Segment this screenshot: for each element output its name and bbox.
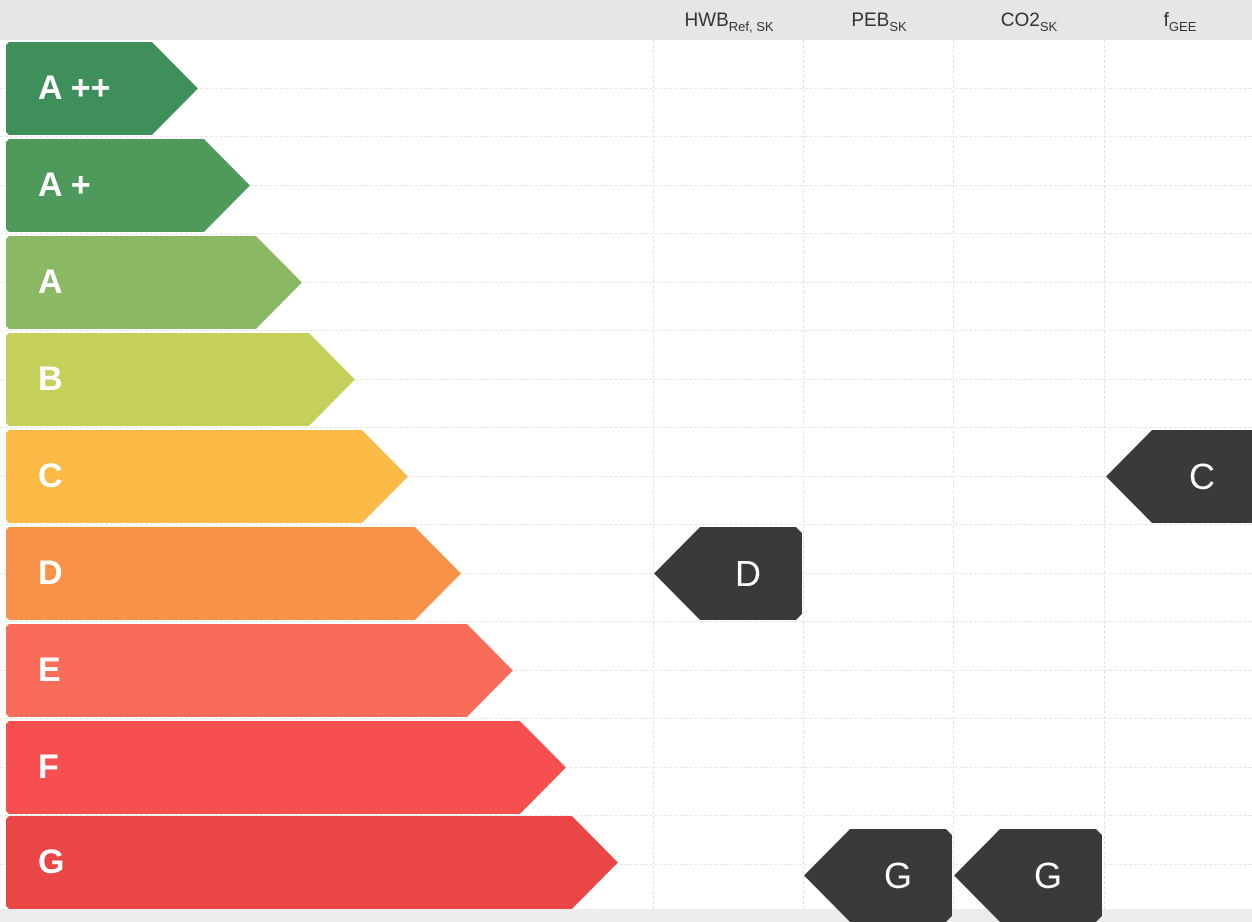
- energy-class-label: F: [38, 748, 59, 786]
- rating-marker-arrow: [954, 829, 1102, 922]
- grid-line: [0, 379, 1252, 380]
- grid-line: [0, 815, 1252, 816]
- column-header-co2: CO2SK: [954, 10, 1104, 34]
- energy-class-band: A: [6, 236, 302, 329]
- grid-line: [0, 136, 1252, 137]
- energy-class-arrow: [6, 333, 355, 426]
- energy-class-arrow: [6, 624, 513, 717]
- rating-marker-peb: G: [804, 829, 952, 922]
- grid-line: [0, 476, 1252, 477]
- column-header-peb: PEBSK: [804, 10, 954, 34]
- energy-class-arrow: [6, 430, 408, 523]
- grid-line: [0, 233, 1252, 234]
- rating-marker-label: G: [883, 855, 912, 896]
- grid-line: [953, 40, 954, 909]
- rating-marker-hwb: D: [654, 527, 802, 620]
- grid-line: [0, 767, 1252, 768]
- energy-class-band: A ++: [6, 42, 198, 135]
- energy-class-label: C: [38, 457, 63, 495]
- rating-marker-label: G: [1033, 855, 1062, 896]
- grid-line: [0, 330, 1252, 331]
- energy-class-label: A: [38, 263, 63, 301]
- energy-class-arrow: [6, 816, 618, 909]
- energy-class-arrow: [6, 236, 302, 329]
- rating-marker-co2: G: [954, 829, 1102, 922]
- grid-line: [0, 864, 1252, 865]
- energy-class-band: D: [6, 527, 461, 620]
- grid-line: [0, 88, 1252, 89]
- column-header-base: PEB: [851, 10, 890, 31]
- column-header-sub: SK: [1039, 19, 1058, 34]
- energy-class-band: E: [6, 624, 513, 717]
- column-header-sub: SK: [889, 19, 907, 34]
- top-strip: [0, 0, 1252, 40]
- column-header-base: HWB: [684, 10, 729, 31]
- grid-line: [653, 40, 654, 909]
- energy-class-arrow: [6, 139, 250, 232]
- energy-class-label: G: [38, 843, 65, 881]
- energy-class-arrow: [6, 721, 566, 814]
- energy-class-label: E: [38, 651, 61, 689]
- grid-line: [0, 427, 1252, 428]
- energy-class-label: A +: [38, 166, 91, 204]
- grid-line: [0, 282, 1252, 283]
- rating-marker-label: C: [1189, 456, 1215, 497]
- column-header-base: f: [1163, 10, 1169, 31]
- rating-marker-fgee: C: [1106, 430, 1252, 523]
- energy-class-arrow: [6, 42, 198, 135]
- energy-class-band: A +: [6, 139, 250, 232]
- grid-line: [0, 670, 1252, 671]
- energy-class-arrow: [6, 527, 461, 620]
- column-header-hwb: HWBRef, SK: [654, 10, 804, 34]
- energy-class-band: F: [6, 721, 566, 814]
- grid-line: [0, 718, 1252, 719]
- rating-marker-arrow: [804, 829, 952, 922]
- grid-line: [0, 185, 1252, 186]
- rating-marker-arrow: [654, 527, 802, 620]
- energy-class-band: B: [6, 333, 355, 426]
- grid-line: [0, 573, 1252, 574]
- energy-class-label: A ++: [38, 69, 111, 107]
- rating-marker-label: D: [735, 553, 761, 594]
- energy-class-band: C: [6, 430, 408, 523]
- grid-line: [803, 40, 804, 909]
- rating-marker-arrow: [1106, 430, 1252, 523]
- energy-class-label: B: [38, 360, 63, 398]
- column-header-fgee: fGEE: [1105, 10, 1252, 34]
- grid-line: [0, 621, 1252, 622]
- grid-line: [1104, 40, 1105, 909]
- grid-line: [0, 524, 1252, 525]
- column-header-sub: Ref, SK: [728, 19, 774, 34]
- column-header-sub: GEE: [1168, 19, 1197, 34]
- column-header-base: CO2: [1000, 10, 1040, 31]
- energy-class-band: G: [6, 816, 618, 909]
- energy-class-label: D: [38, 554, 63, 592]
